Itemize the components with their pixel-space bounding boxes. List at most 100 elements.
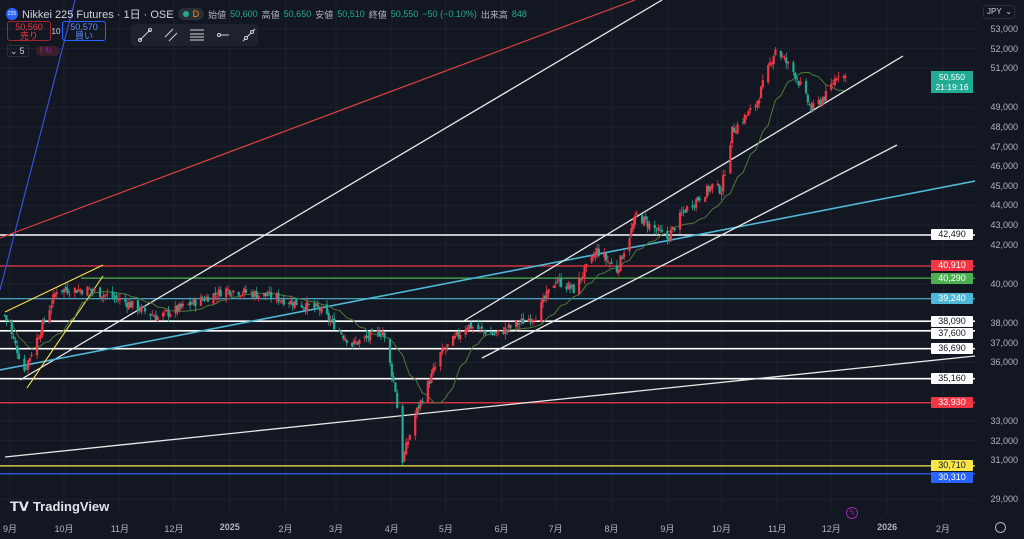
close-label: 終値 bbox=[368, 9, 387, 20]
candle-body bbox=[659, 229, 662, 231]
indicators-toggle[interactable]: ⌄ 5 bbox=[7, 45, 29, 57]
candle-body bbox=[806, 94, 809, 103]
candle-body bbox=[320, 306, 323, 313]
price-tick: 46,000 bbox=[990, 161, 1018, 172]
candle-body bbox=[671, 226, 674, 230]
candle-body bbox=[91, 289, 94, 292]
candle-body bbox=[516, 323, 519, 326]
candle-body bbox=[257, 295, 260, 299]
level-price-label[interactable]: 33,930 bbox=[931, 397, 973, 409]
tradingview-logo[interactable]: 𝗧𝗩 TradingView bbox=[10, 499, 109, 515]
level-price-label[interactable]: 38,090 bbox=[931, 315, 973, 327]
candle-body bbox=[239, 295, 242, 297]
candle-body bbox=[603, 253, 606, 258]
level-price-label[interactable]: 40,910 bbox=[931, 260, 973, 272]
change-value: −50 (−0.10%) bbox=[422, 9, 477, 19]
price-tick: 44,000 bbox=[990, 200, 1018, 211]
level-price-label[interactable]: 36,690 bbox=[931, 343, 973, 355]
candle-body bbox=[35, 337, 39, 356]
candle-body bbox=[421, 401, 424, 403]
alert-status[interactable]: ! ↻ bbox=[36, 46, 60, 56]
low-label: 安値 bbox=[315, 9, 334, 20]
candle-body bbox=[388, 339, 392, 363]
time-tick: 6月 bbox=[494, 524, 509, 534]
symbol-title[interactable]: Nikkei 225 Futures · 1日 · OSE bbox=[22, 9, 174, 21]
candle-body bbox=[315, 303, 318, 306]
price-chart[interactable] bbox=[0, 0, 975, 515]
candle-body bbox=[127, 302, 130, 309]
level-price-label[interactable]: 30,310 bbox=[931, 472, 973, 484]
settings-gear-icon[interactable] bbox=[995, 522, 1006, 533]
candle-body bbox=[471, 327, 474, 328]
candle-body bbox=[194, 299, 197, 307]
candle-body bbox=[630, 228, 633, 237]
price-tick: 49,000 bbox=[990, 102, 1018, 113]
candle-body bbox=[657, 227, 660, 230]
brand-name: TradingView bbox=[32, 499, 110, 514]
level-price-label[interactable]: 39,240 bbox=[931, 293, 973, 305]
candle-body bbox=[216, 296, 219, 298]
market-status[interactable]: D bbox=[177, 8, 205, 20]
candle-body bbox=[673, 228, 676, 231]
candle-body bbox=[439, 352, 442, 367]
candle-body bbox=[138, 308, 141, 311]
time-tick: 8月 bbox=[604, 524, 619, 534]
horizontal-ray-icon[interactable] bbox=[215, 27, 231, 43]
chevron-down-icon: ⌄ bbox=[10, 46, 18, 56]
candle-body bbox=[567, 282, 570, 290]
candle-body bbox=[181, 303, 184, 306]
candle-body bbox=[633, 215, 637, 225]
candle-body bbox=[5, 315, 8, 321]
level-price-label[interactable]: 30,710 bbox=[931, 460, 973, 472]
level-price-label[interactable]: 40,290 bbox=[931, 272, 973, 284]
candle-body bbox=[797, 81, 800, 86]
candle-body bbox=[695, 199, 698, 209]
price-tick: 40,000 bbox=[990, 278, 1018, 289]
candle-body bbox=[504, 327, 507, 335]
level-price-label[interactable]: 37,600 bbox=[931, 327, 973, 339]
candle-body bbox=[66, 288, 69, 294]
candle-body bbox=[417, 405, 420, 409]
price-tick: 29,000 bbox=[990, 494, 1018, 505]
candle-body bbox=[415, 407, 419, 415]
candle-body bbox=[691, 205, 694, 208]
trend-line bbox=[4, 355, 975, 458]
candle-body bbox=[230, 294, 233, 297]
currency-select[interactable]: JPY ⌄ bbox=[983, 5, 1015, 19]
last-price-label: 50,550 21:19:16 bbox=[931, 71, 973, 93]
time-tick: 9月 bbox=[2, 524, 18, 534]
candle-body bbox=[502, 330, 505, 335]
price-tick: 33,000 bbox=[990, 416, 1018, 426]
candle-body bbox=[482, 329, 485, 331]
candle-body bbox=[532, 320, 536, 322]
candle-body bbox=[356, 341, 359, 345]
lightning-icon[interactable]: ϟ bbox=[846, 507, 858, 519]
candle-body bbox=[641, 215, 644, 224]
spread-value: 10 bbox=[51, 27, 61, 36]
trend-line-icon[interactable] bbox=[137, 27, 153, 43]
buy-button[interactable]: 50,570 買い bbox=[62, 21, 106, 41]
level-price-label[interactable]: 42,490 bbox=[931, 229, 973, 241]
candle-body bbox=[243, 288, 246, 293]
candle-body bbox=[615, 265, 619, 273]
price-axis[interactable]: 53,000 52,000 51,000 49,000 48,000 47,000 46,0… bbox=[975, 0, 1024, 539]
extended-line-icon[interactable] bbox=[241, 27, 257, 43]
candle-body bbox=[241, 293, 244, 295]
candle-body bbox=[540, 301, 543, 323]
candle-body bbox=[358, 339, 361, 344]
sell-button[interactable]: 50,560 売り bbox=[7, 21, 51, 41]
candle-body bbox=[468, 324, 471, 330]
candle-body bbox=[88, 288, 91, 290]
candle-body bbox=[3, 314, 6, 316]
time-tick: 3月 bbox=[328, 524, 343, 534]
candle-body bbox=[406, 441, 410, 445]
fib-retracement-icon[interactable] bbox=[189, 27, 205, 43]
candle-body bbox=[761, 80, 764, 88]
candle-body bbox=[754, 105, 757, 107]
high-value: 50,650 bbox=[283, 9, 312, 19]
candle-body bbox=[451, 335, 455, 346]
time-tick: 12月 bbox=[821, 524, 841, 534]
level-price-label[interactable]: 35,160 bbox=[931, 373, 973, 385]
candle-body bbox=[686, 206, 689, 212]
parallel-channel-icon[interactable] bbox=[163, 27, 179, 43]
